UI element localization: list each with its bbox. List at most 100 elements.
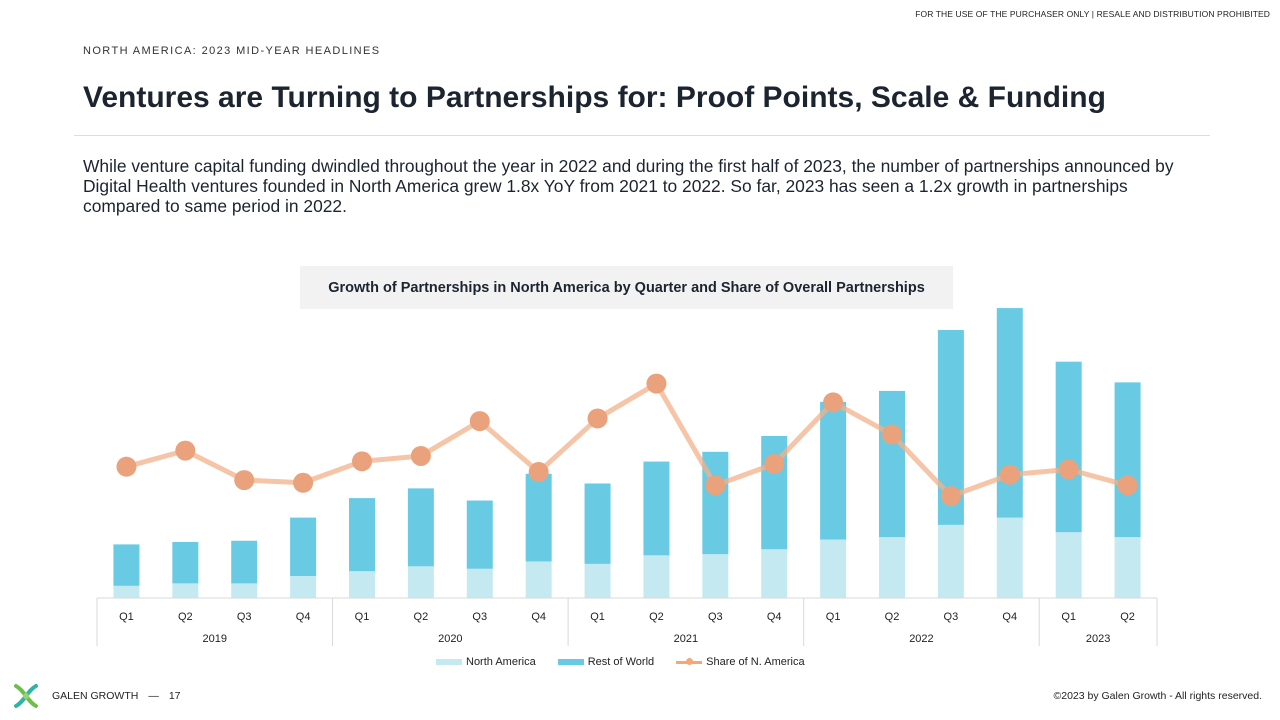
x-tick-label: Q4 (531, 611, 546, 623)
bar-rest-of-world (1114, 382, 1141, 538)
share-point (646, 373, 667, 394)
legend-label-north-america: North America (466, 656, 536, 668)
year-label: 2019 (203, 633, 227, 645)
bar-north-america (1114, 537, 1141, 598)
legend-label-rest-of-world: Rest of World (587, 656, 655, 668)
bar-north-america (879, 537, 905, 598)
legend-item-north-america: North America (436, 656, 536, 668)
x-tick-label: Q1 (1061, 611, 1076, 623)
share-point (587, 408, 608, 429)
legend-swatch-share (676, 658, 703, 665)
bar-north-america (820, 539, 847, 598)
bar-north-america (349, 571, 375, 598)
chart-title: Growth of Partnerships in North America … (300, 266, 953, 309)
x-tick-label: Q2 (649, 611, 664, 623)
x-tick-label: Q4 (296, 611, 311, 623)
share-point (469, 411, 490, 432)
x-tick-label: Q2 (178, 611, 193, 623)
chart-legend: North America Rest of World Share of N. … (436, 656, 805, 668)
share-point (410, 445, 431, 466)
x-tick-label: Q1 (355, 611, 370, 623)
bar-rest-of-world (290, 517, 317, 577)
share-point (940, 486, 961, 507)
x-axis: Q1 Q2 Q3 Q4 Q1 Q2 Q3 Q4 Q1 Q2 Q3 Q4 Q1 Q2 Q3 Q4 Q1 Q2 2019… (96, 597, 1158, 646)
bar-rest-of-world (113, 544, 140, 586)
share-point (528, 462, 549, 483)
bar-rest-of-world (466, 500, 493, 569)
bar-north-america (231, 583, 258, 598)
share-point (823, 392, 844, 413)
bar-rest-of-world (231, 540, 258, 584)
x-tick-label: Q1 (826, 611, 841, 623)
legend-swatch-north-america (436, 659, 462, 665)
x-tick-label: Q1 (119, 611, 134, 623)
section-eyebrow: NORTH AMERICA: 2023 MID-YEAR HEADLINES (83, 45, 381, 57)
x-tick-label: Q1 (590, 611, 605, 623)
bar-rest-of-world (820, 401, 847, 540)
bar-rest-of-world (879, 390, 905, 538)
bar-rest-of-world (525, 473, 552, 562)
share-point (1058, 459, 1079, 480)
share-point (882, 424, 902, 445)
bars-layer (113, 308, 1141, 598)
bar-north-america (702, 554, 729, 598)
bar-rest-of-world (349, 498, 375, 572)
bar-rest-of-world (172, 541, 199, 584)
bar-rest-of-world (407, 488, 434, 567)
legend-item-share: Share of N. America (676, 656, 805, 668)
bar-rest-of-world (996, 308, 1023, 518)
bar-north-america (407, 566, 434, 598)
share-line-layer (116, 373, 1138, 507)
share-point (293, 472, 314, 493)
page-title: Ventures are Turning to Partnerships for… (83, 81, 1106, 114)
bar-rest-of-world (584, 483, 611, 564)
bar-north-america (113, 585, 140, 598)
disclaimer-text: FOR THE USE OF THE PURCHASER ONLY | RESA… (915, 9, 1270, 19)
share-point (764, 454, 785, 474)
share-point (999, 464, 1020, 485)
x-tick-label: Q2 (1120, 611, 1135, 623)
x-tick-label: Q3 (237, 611, 252, 623)
year-label: 2023 (1086, 633, 1110, 645)
share-point (1117, 475, 1138, 496)
legend-swatch-rest-of-world (557, 659, 584, 665)
share-line (125, 381, 1129, 499)
legend-label-share: Share of N. America (706, 656, 805, 668)
legend-item-rest-of-world: Rest of World (557, 656, 655, 668)
footer-dash: — (148, 690, 159, 702)
galen-growth-logo-icon (14, 684, 38, 708)
x-tick-label: Q4 (767, 611, 782, 623)
bar-north-america (937, 524, 964, 598)
bar-north-america (172, 583, 199, 598)
share-point (116, 456, 137, 477)
share-point (352, 451, 372, 472)
share-point (234, 470, 255, 491)
lead-paragraph: While venture capital funding dwindled t… (83, 156, 1174, 216)
bar-north-america (996, 517, 1023, 598)
title-divider (74, 135, 1210, 136)
bar-rest-of-world (1055, 361, 1082, 533)
share-point (705, 475, 726, 496)
bar-rest-of-world (643, 461, 670, 556)
bar-north-america (1055, 532, 1082, 598)
share-point (175, 440, 196, 461)
footer-copyright: ©2023 by Galen Growth - All rights reser… (1053, 690, 1263, 702)
x-tick-label: Q2 (885, 611, 900, 623)
bar-north-america (643, 555, 670, 598)
bar-north-america (290, 576, 317, 598)
x-tick-label: Q3 (472, 611, 487, 623)
bar-north-america (761, 549, 788, 598)
bar-north-america (466, 568, 493, 598)
x-tick-label: Q3 (944, 611, 959, 623)
x-tick-label: Q2 (414, 611, 429, 623)
year-label: 2020 (438, 633, 462, 645)
footer-page-number: 17 (168, 690, 181, 702)
x-tick-label: Q3 (708, 611, 723, 623)
footer-brand: GALEN GROWTH — 17 (10, 680, 181, 712)
x-tick-label: Q4 (1002, 611, 1017, 623)
bar-north-america (584, 563, 611, 598)
footer-brand-name: GALEN GROWTH (52, 690, 139, 702)
year-label: 2022 (909, 633, 933, 645)
bar-north-america (525, 561, 552, 598)
